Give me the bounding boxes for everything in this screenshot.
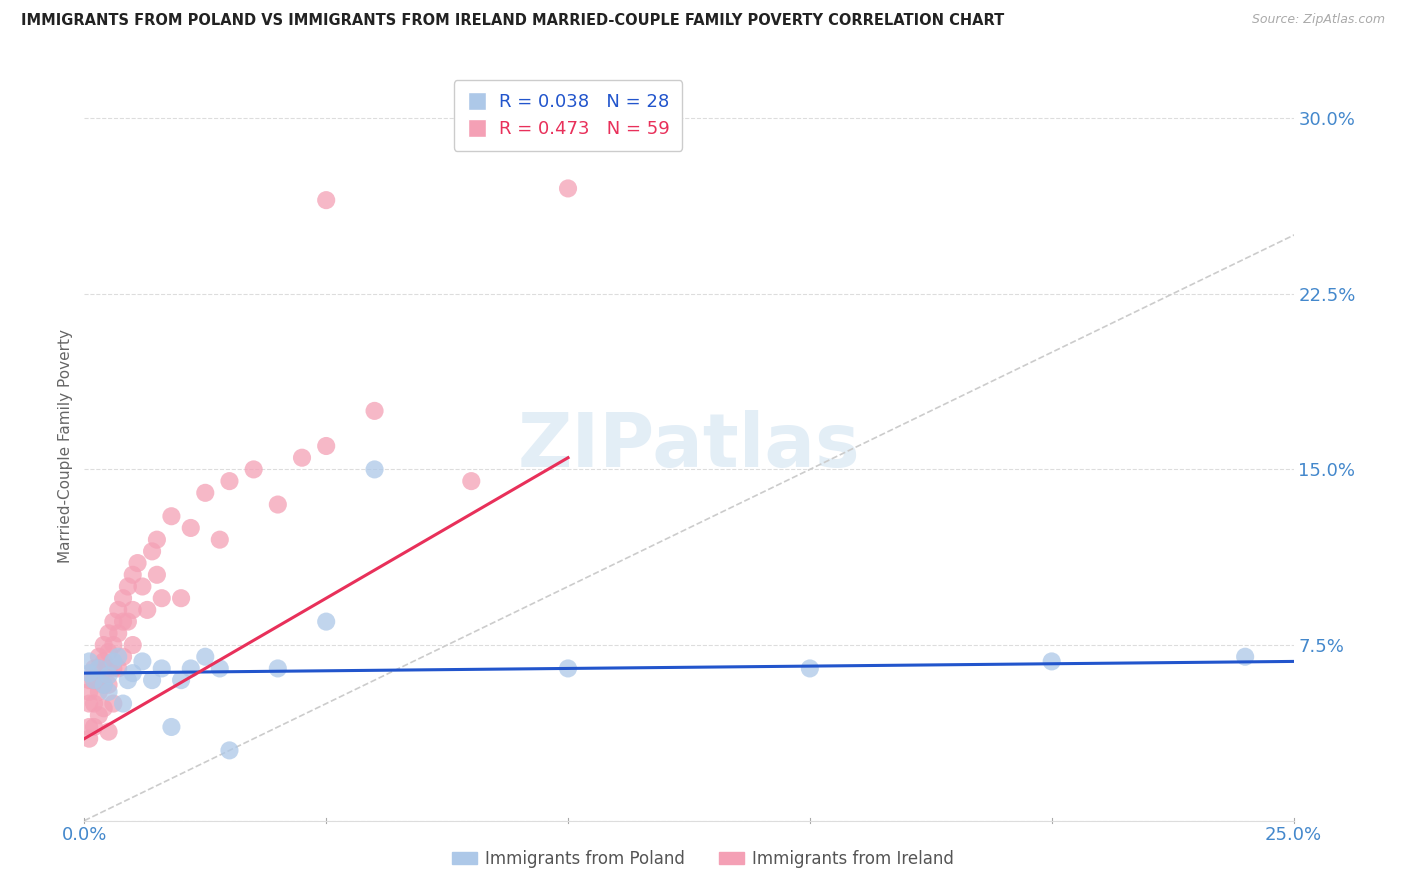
Point [87,685,110,699]
Point [107,649,129,664]
Point [170,673,193,688]
Point [208,661,231,675]
Point [103,638,125,652]
Point [121,567,143,582]
Point [77,720,100,734]
Point [77,697,100,711]
Point [1040,655,1063,669]
Point [103,615,125,629]
Point [77,731,100,746]
Point [194,485,217,500]
Point [460,474,482,488]
Point [93,678,115,692]
Point [93,678,115,692]
Point [83,697,105,711]
Legend: Immigrants from Poland, Immigrants from Ireland: Immigrants from Poland, Immigrants from … [446,844,960,875]
Point [83,661,105,675]
Point [93,655,115,669]
Point [77,685,100,699]
Text: Source: ZipAtlas.com: Source: ZipAtlas.com [1251,13,1385,27]
Point [112,615,135,629]
Point [107,661,129,675]
Point [127,556,149,570]
Point [363,462,385,476]
Point [93,701,115,715]
Point [87,673,110,688]
Point [291,450,314,465]
Point [97,724,120,739]
Point [83,673,105,688]
Point [218,743,240,757]
Point [117,580,139,594]
Point [180,521,202,535]
Point [121,638,143,652]
Point [97,645,120,659]
Point [150,661,173,675]
Point [87,649,110,664]
Point [117,615,139,629]
Point [112,697,135,711]
Point [97,668,120,682]
Y-axis label: Married-Couple Family Poverty: Married-Couple Family Poverty [58,329,73,563]
Point [83,720,105,734]
Text: ZIPatlas: ZIPatlas [517,409,860,483]
Point [103,655,125,669]
Point [146,533,169,547]
Point [160,509,183,524]
Text: IMMIGRANTS FROM POLAND VS IMMIGRANTS FROM IRELAND MARRIED-COUPLE FAMILY POVERTY : IMMIGRANTS FROM POLAND VS IMMIGRANTS FRO… [21,13,1004,29]
Point [87,708,110,723]
Point [218,474,240,488]
Point [121,666,143,681]
Point [103,697,125,711]
Point [77,666,100,681]
Point [103,661,125,675]
Point [112,649,135,664]
Point [97,661,120,675]
Point [557,181,579,195]
Point [146,567,169,582]
Point [131,580,153,594]
Point [160,720,183,734]
Point [150,591,173,606]
Point [315,439,337,453]
Point [97,685,120,699]
Point [136,603,159,617]
Point [267,661,290,675]
Point [267,498,290,512]
Point [557,661,579,675]
Point [97,678,120,692]
Point [107,603,129,617]
Point [107,626,129,640]
Point [194,649,217,664]
Point [121,603,143,617]
Point [77,673,100,688]
Point [93,638,115,652]
Point [363,404,385,418]
Point [87,661,110,675]
Point [141,673,163,688]
Point [87,661,110,675]
Point [799,661,821,675]
Point [170,591,193,606]
Point [208,533,231,547]
Point [315,615,337,629]
Point [97,626,120,640]
Point [242,462,264,476]
Legend: R = 0.038   N = 28, R = 0.473   N = 59: R = 0.038 N = 28, R = 0.473 N = 59 [454,80,682,151]
Point [180,661,202,675]
Point [117,673,139,688]
Point [131,655,153,669]
Point [1234,649,1257,664]
Point [141,544,163,558]
Point [112,591,135,606]
Point [315,193,337,207]
Point [77,655,100,669]
Point [83,673,105,688]
